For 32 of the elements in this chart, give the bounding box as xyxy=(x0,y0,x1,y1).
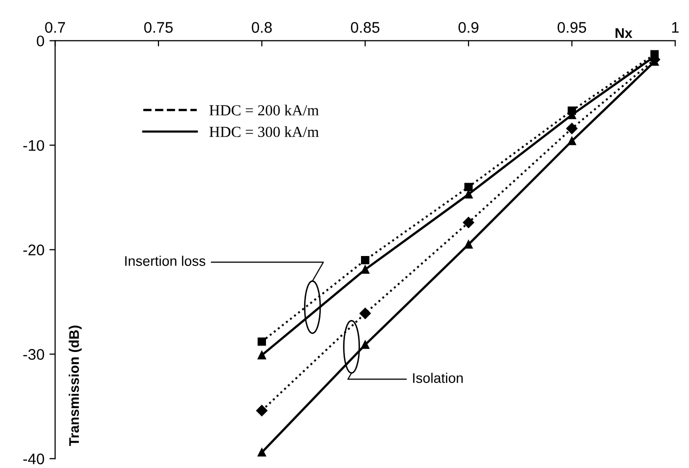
point xyxy=(361,256,370,264)
legend-label: HDC = 300 kA/m xyxy=(209,126,319,138)
x-tick-label: 1 xyxy=(672,22,679,33)
legend-label: HDC = 200 kA/m xyxy=(209,104,319,116)
y-tick-label: -30 xyxy=(23,349,44,360)
point xyxy=(361,340,370,349)
x-tick-label: 0.8 xyxy=(252,22,272,33)
x-axis-title: Nx xyxy=(616,28,632,38)
point xyxy=(361,265,370,274)
y-tick-label: -40 xyxy=(23,454,44,464)
point xyxy=(360,308,371,320)
annotation: Isolation xyxy=(413,372,463,383)
point xyxy=(568,136,576,146)
point xyxy=(256,404,268,416)
x-tick-label: 0.85 xyxy=(350,22,380,33)
point xyxy=(258,337,266,346)
x-tick-label: 0.9 xyxy=(458,22,478,33)
x-tick-label: 0.75 xyxy=(144,22,173,33)
y-axis-title: Transmission (dB) xyxy=(68,326,82,446)
x-tick-label: 0.95 xyxy=(558,22,586,33)
y-tick-label: -20 xyxy=(23,244,44,256)
y-tick-label: 0 xyxy=(36,36,44,46)
point xyxy=(566,122,578,134)
point xyxy=(258,448,266,457)
x-tick-label: 0.7 xyxy=(45,22,65,33)
point xyxy=(462,216,474,228)
point xyxy=(464,240,473,249)
point xyxy=(464,182,473,192)
y-tick-label: -10 xyxy=(23,140,44,151)
point xyxy=(258,351,266,360)
point xyxy=(464,190,473,198)
annotation: Insertion loss xyxy=(125,256,206,266)
